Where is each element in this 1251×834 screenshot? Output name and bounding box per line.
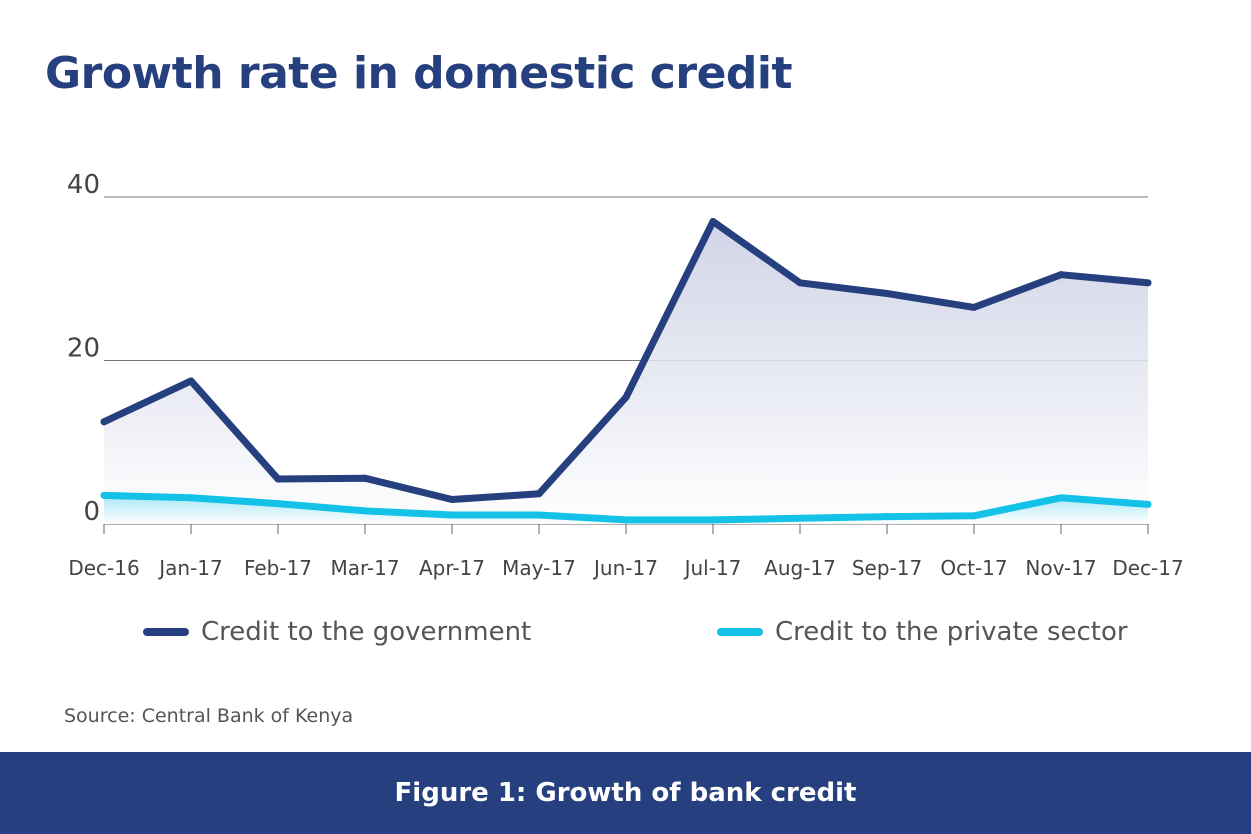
figure-caption: Figure 1: Growth of bank credit [394,778,857,808]
legend-swatch-government [143,628,189,636]
data-point-government [622,393,630,401]
data-point-private [796,514,804,522]
x-tick-label: Mar-17 [330,556,399,580]
data-point-government [796,279,804,287]
x-tick-label: Jan-17 [157,556,223,580]
y-tick-label: 0 [83,497,100,527]
data-point-government [883,289,891,297]
x-tick-label: Sep-17 [852,556,922,580]
x-tick-label: Dec-17 [1112,556,1183,580]
data-point-private [622,516,630,524]
data-point-government [100,418,108,426]
data-point-private [448,511,456,519]
line-chart: Dec-16 Jan-17 Feb-17 Mar-17 Apr-17 May-17 Jun-… [67,170,1184,580]
area-fill-government [104,221,1148,524]
x-tick-label: Jul-17 [683,556,742,580]
source-note: Source: Central Bank of Kenya [64,705,354,727]
data-point-private [1144,500,1152,508]
x-tick-label: Apr-17 [419,556,485,580]
data-point-private [1057,494,1065,502]
data-point-government [1057,271,1065,279]
figure-caption-bar: Figure 1: Growth of bank credit [0,752,1251,834]
data-point-government [187,377,195,385]
chart-title: Growth rate in domestic credit [45,48,793,99]
x-tick-label: Nov-17 [1025,556,1096,580]
data-point-private [709,516,717,524]
data-point-private [187,494,195,502]
data-point-government [274,475,282,483]
data-point-government [970,303,978,311]
legend-label-government: Credit to the government [201,617,532,647]
x-tick-label: Aug-17 [764,556,836,580]
data-point-government [448,495,456,503]
data-point-private [100,491,108,499]
data-point-government [1144,279,1152,287]
legend-item-private: Credit to the private sector [717,614,1128,650]
data-point-private [535,511,543,519]
data-point-private [970,512,978,520]
x-tick-label: May-17 [502,556,576,580]
data-point-private [274,500,282,508]
y-tick-label: 40 [67,170,100,200]
x-tick-label: Jun-17 [592,556,658,580]
y-tick-label: 20 [67,334,100,364]
data-point-government [361,474,369,482]
x-tick-label: Feb-17 [244,556,312,580]
data-point-government [709,218,717,226]
x-tick-label: Oct-17 [940,556,1007,580]
data-point-private [883,513,891,521]
legend-swatch-private [717,628,763,636]
x-tick-label: Dec-16 [68,556,139,580]
data-point-private [361,507,369,515]
data-point-government [535,490,543,498]
legend-item-government: Credit to the government [143,614,531,650]
legend-label-private: Credit to the private sector [775,617,1128,647]
